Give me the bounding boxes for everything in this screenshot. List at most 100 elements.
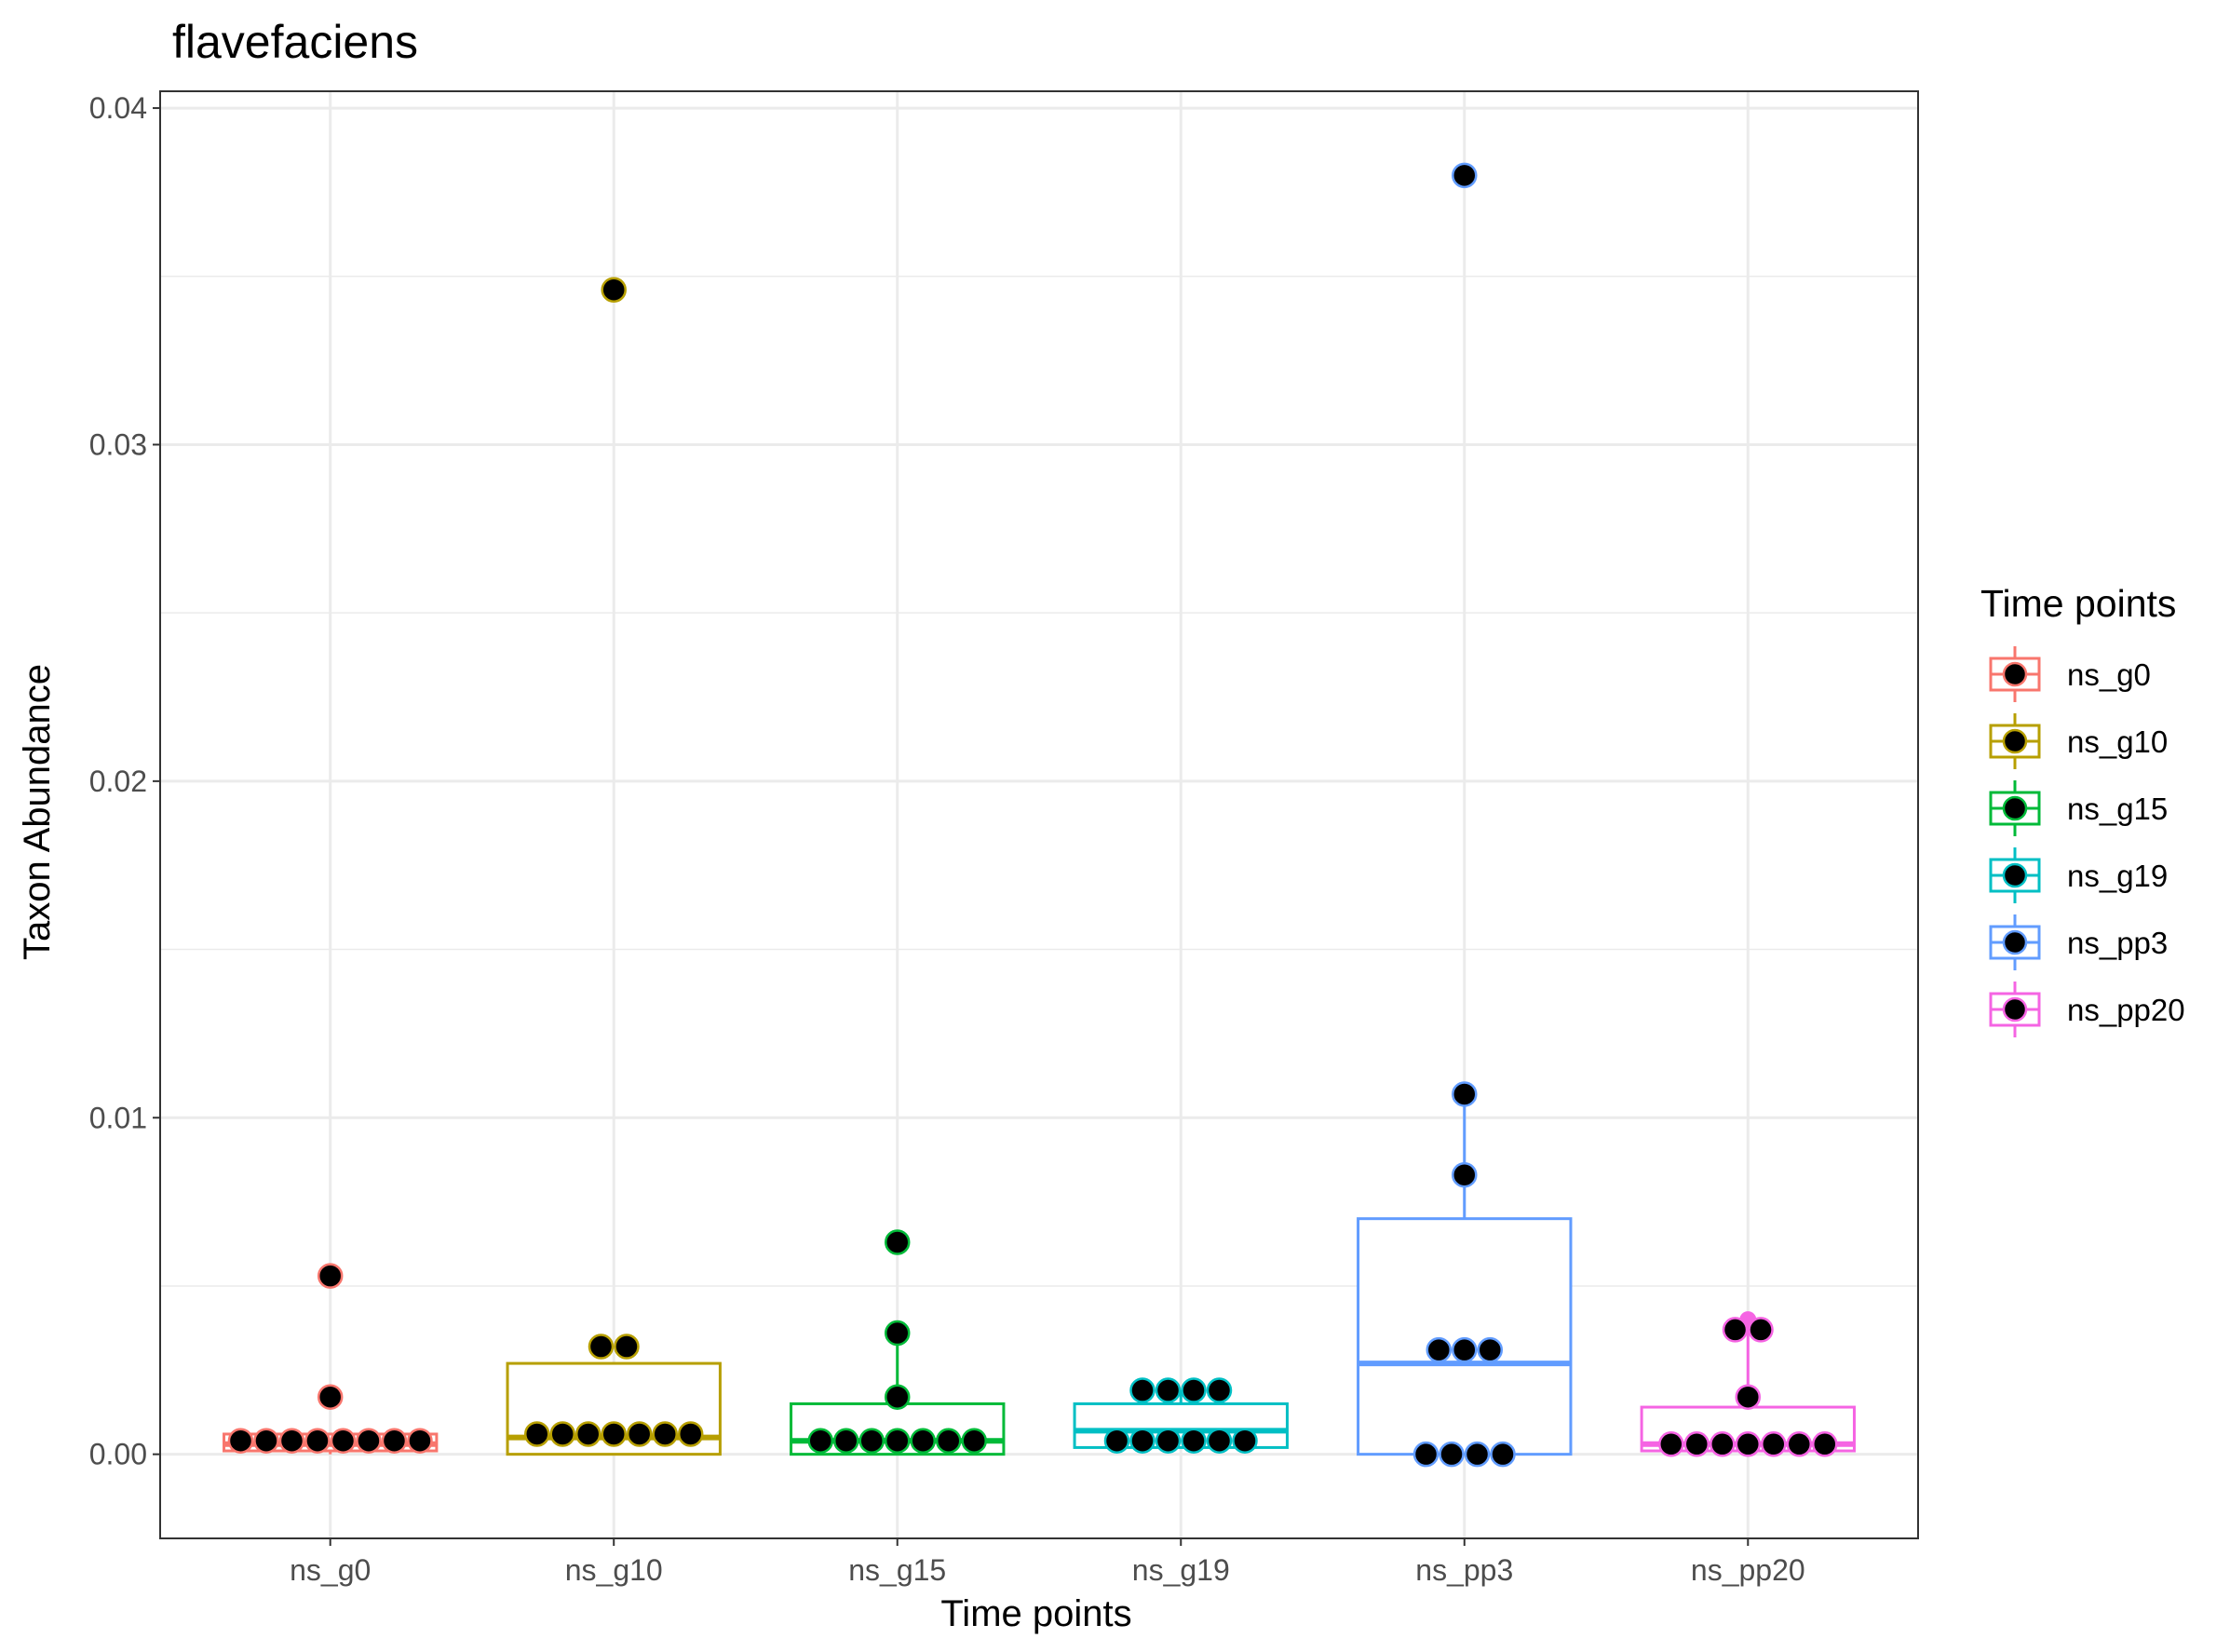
data-point bbox=[935, 1428, 962, 1454]
legend-item-ns_g19: ns_g19 bbox=[1989, 842, 2168, 909]
data-point bbox=[1129, 1428, 1156, 1454]
y-axis-title: Taxon Abundance bbox=[17, 664, 58, 960]
legend-item-ns_g15: ns_g15 bbox=[1989, 775, 2168, 842]
y-tick-label: 0.01 bbox=[89, 1101, 147, 1134]
chart-title: flavefaciens bbox=[172, 16, 418, 68]
legend-item-ns_g0: ns_g0 bbox=[1989, 641, 2151, 708]
y-tick-label: 0.04 bbox=[89, 91, 147, 125]
data-point bbox=[884, 1428, 911, 1454]
legend-label: ns_pp20 bbox=[2067, 993, 2185, 1027]
points-ns_g15 bbox=[807, 1229, 987, 1454]
y-axis: 0.00 0.01 0.02 0.03 0.04 bbox=[89, 91, 160, 1471]
data-point bbox=[961, 1428, 987, 1454]
data-point bbox=[407, 1428, 433, 1454]
points-ns_g0 bbox=[227, 1263, 433, 1454]
data-point bbox=[1439, 1441, 1465, 1468]
data-point bbox=[574, 1421, 601, 1447]
x-tick-label: ns_g0 bbox=[290, 1553, 371, 1587]
box-ns_pp3 bbox=[1357, 167, 1573, 1456]
data-point bbox=[1748, 1317, 1774, 1343]
data-point bbox=[601, 1421, 627, 1447]
data-point bbox=[381, 1428, 408, 1454]
x-tick-label: ns_pp20 bbox=[1691, 1553, 1805, 1587]
data-point bbox=[1452, 1161, 1478, 1188]
data-point bbox=[317, 1384, 344, 1410]
data-point bbox=[1490, 1441, 1516, 1468]
data-point bbox=[1412, 1441, 1439, 1468]
legend-label: ns_g10 bbox=[2067, 724, 2168, 759]
data-point bbox=[588, 1334, 615, 1360]
x-tick-label: ns_pp3 bbox=[1415, 1553, 1513, 1587]
data-point bbox=[1232, 1428, 1258, 1454]
legend-item-ns_pp20: ns_pp20 bbox=[1989, 976, 2185, 1043]
legend-label: ns_g19 bbox=[2067, 859, 2168, 893]
data-point bbox=[884, 1320, 911, 1347]
data-point bbox=[626, 1421, 653, 1447]
data-point bbox=[227, 1428, 254, 1454]
legend: Time points ns_g0 ns_g10 ns_g15 ns_g19 ns_pp… bbox=[1980, 582, 2185, 1043]
data-point bbox=[652, 1421, 678, 1447]
data-point bbox=[278, 1428, 305, 1454]
data-point bbox=[1464, 1441, 1491, 1468]
legend-item-ns_g10: ns_g10 bbox=[1989, 708, 2168, 775]
plot-panel bbox=[159, 90, 1919, 1539]
data-point bbox=[304, 1428, 331, 1454]
x-tick-label: ns_g15 bbox=[848, 1553, 946, 1587]
data-point bbox=[1155, 1428, 1182, 1454]
legend-item-ns_pp3: ns_pp3 bbox=[1989, 909, 2168, 976]
data-point bbox=[1812, 1431, 1838, 1457]
legend-title: Time points bbox=[1980, 582, 2176, 625]
data-point bbox=[1658, 1431, 1684, 1457]
data-point bbox=[858, 1428, 885, 1454]
y-tick-label: 0.02 bbox=[89, 765, 147, 798]
data-point bbox=[807, 1428, 833, 1454]
panel-border bbox=[159, 90, 1919, 1539]
data-point bbox=[1710, 1431, 1736, 1457]
x-tick-label: ns_g19 bbox=[1132, 1553, 1230, 1587]
legend-label: ns_pp3 bbox=[2067, 926, 2168, 960]
data-point bbox=[832, 1428, 859, 1454]
y-tick-label: 0.03 bbox=[89, 427, 147, 461]
points-ns_g10 bbox=[523, 277, 704, 1447]
data-point bbox=[1206, 1377, 1233, 1403]
legend-key-dot bbox=[2002, 795, 2028, 821]
data-point bbox=[884, 1229, 911, 1255]
x-tick-label: ns_g10 bbox=[565, 1553, 663, 1587]
data-point bbox=[253, 1428, 279, 1454]
legend-label: ns_g0 bbox=[2067, 657, 2151, 692]
x-axis-title: Time points bbox=[940, 1593, 1131, 1634]
data-point bbox=[677, 1421, 704, 1447]
data-point bbox=[910, 1428, 936, 1454]
data-point bbox=[1786, 1431, 1813, 1457]
legend-key-dot bbox=[2002, 996, 2028, 1022]
data-point bbox=[317, 1263, 344, 1289]
data-point bbox=[1735, 1431, 1762, 1457]
data-point bbox=[1129, 1377, 1156, 1403]
data-point bbox=[523, 1421, 550, 1447]
data-point bbox=[601, 277, 627, 303]
data-point bbox=[1761, 1431, 1787, 1457]
data-point bbox=[1206, 1428, 1233, 1454]
data-point bbox=[1452, 1336, 1478, 1363]
data-point bbox=[356, 1428, 382, 1454]
panel-background bbox=[160, 91, 1918, 1538]
points-ns_pp3 bbox=[1412, 162, 1516, 1468]
data-point bbox=[1181, 1428, 1207, 1454]
data-point bbox=[1155, 1377, 1182, 1403]
legend-key-dot bbox=[2002, 728, 2028, 754]
box-body bbox=[1357, 1217, 1573, 1456]
legend-key-dot bbox=[2002, 929, 2028, 955]
y-tick-label: 0.00 bbox=[89, 1438, 147, 1471]
legend-label: ns_g15 bbox=[2067, 792, 2168, 826]
data-point bbox=[549, 1421, 575, 1447]
data-point bbox=[1477, 1336, 1504, 1363]
legend-keys: ns_g0 ns_g10 ns_g15 ns_g19 ns_pp3 ns_pp20 bbox=[1989, 641, 2185, 1043]
legend-key-dot bbox=[2002, 862, 2028, 888]
data-point bbox=[614, 1334, 640, 1360]
point-layer bbox=[227, 162, 1838, 1468]
data-point bbox=[1735, 1384, 1762, 1410]
points-ns_pp20 bbox=[1658, 1317, 1838, 1457]
data-point bbox=[1103, 1428, 1130, 1454]
legend-key-dot bbox=[2002, 661, 2028, 687]
